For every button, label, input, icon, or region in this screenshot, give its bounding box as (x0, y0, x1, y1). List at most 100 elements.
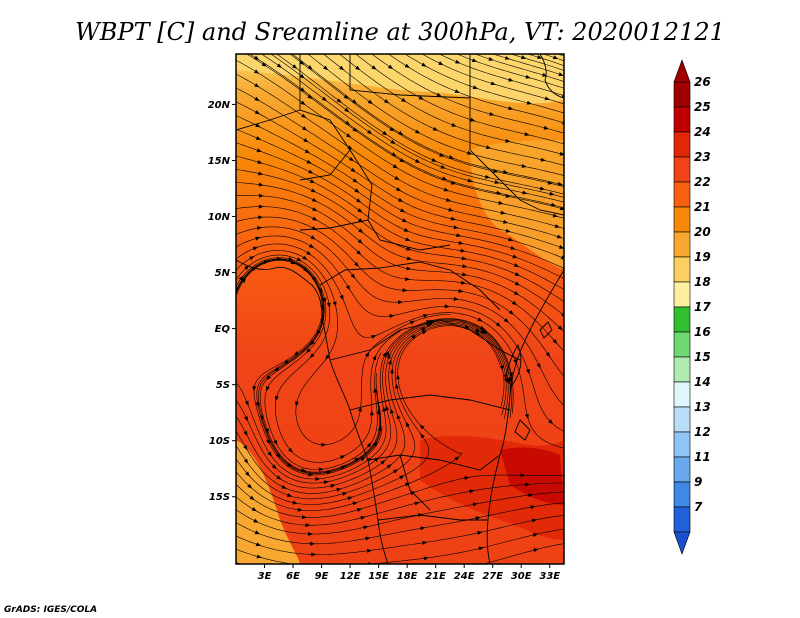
streamline-arrowhead (301, 113, 307, 119)
streamline-arrowhead (464, 324, 470, 329)
streamline-arrowhead (453, 225, 459, 230)
colorbar-label: 11 (694, 450, 711, 464)
streamline-arrowhead (392, 164, 398, 169)
streamline-arrowhead (545, 351, 551, 358)
streamline-arrowhead (339, 455, 346, 460)
streamline (236, 128, 564, 269)
streamline-arrowhead (254, 530, 261, 535)
streamline-arrowhead (496, 190, 502, 195)
streamline-arrowhead (488, 56, 494, 61)
colorbar-label: 26 (694, 75, 711, 89)
lon-tick-label: 24E (454, 571, 475, 582)
streamline-arrowhead (309, 353, 315, 359)
streamline-arrowhead (264, 428, 269, 434)
streamline-arrowhead (524, 413, 529, 420)
streamline-arrowhead (302, 126, 308, 131)
streamline (236, 318, 514, 480)
streamline-arrowhead (311, 276, 317, 283)
streamline-arrowhead (252, 386, 257, 392)
streamline-arrowhead (579, 92, 585, 98)
streamline-arrowhead (508, 237, 514, 242)
streamline-arrowhead (394, 175, 400, 181)
streamline (236, 259, 382, 475)
streamline-arrowhead (364, 351, 370, 358)
streamline (307, 54, 564, 176)
streamline-arrowhead (258, 193, 264, 198)
grads-credit: GrADS: IGES/COLA (4, 605, 97, 615)
streamline (323, 54, 564, 166)
streamline-arrowhead (477, 317, 483, 322)
streamline-arrowhead (307, 94, 313, 99)
streamline (236, 257, 382, 470)
streamline-arrowhead (304, 149, 311, 154)
streamline-arrowhead (471, 58, 478, 62)
streamline-arrowhead (552, 338, 558, 344)
streamline-arrowhead (350, 273, 356, 279)
streamline (236, 320, 511, 489)
streamline-arrowhead (390, 139, 396, 144)
streamline-arrowhead (461, 256, 467, 261)
streamline-arrowhead (406, 246, 412, 251)
streamline-arrowhead (249, 256, 255, 261)
streamline-arrowhead (478, 546, 484, 551)
streamline-arrowhead (292, 500, 298, 505)
streamline-arrowhead (230, 330, 234, 335)
streamline-arrowhead (321, 96, 327, 102)
streamline-arrowhead (307, 65, 313, 70)
streamline (236, 235, 564, 432)
streamline-arrowhead (549, 191, 555, 196)
streamline-arrowhead (351, 99, 358, 104)
streamline-arrowhead (404, 63, 410, 68)
streamline-arrowhead (405, 277, 411, 282)
streamline-arrowhead (405, 421, 410, 428)
streamline-arrowhead (308, 169, 314, 174)
streamline-arrowhead (513, 291, 520, 296)
streamline-arrowhead (525, 368, 530, 375)
streamline-arrowhead (255, 542, 262, 547)
streamline-arrowhead (458, 288, 464, 293)
streamline-arrowhead (421, 327, 427, 332)
streamline-arrowhead (323, 480, 330, 485)
colorbar-label: 7 (694, 500, 703, 514)
colorbar-label: 15 (694, 350, 711, 364)
streamline-arrowhead (550, 202, 557, 207)
streamline-arrowhead (347, 496, 353, 501)
streamline-arrowhead (352, 178, 358, 183)
colorbar-segment (673, 206, 691, 233)
streamline-arrowhead (290, 260, 296, 265)
streamline-arrowhead (380, 460, 386, 465)
streamline-arrowhead (274, 366, 280, 372)
streamline-arrowhead (276, 63, 282, 68)
streamline-arrowhead (258, 215, 264, 220)
streamline-arrowhead (245, 471, 250, 477)
streamline-arrowhead (293, 351, 299, 356)
colorbar-label: 16 (694, 325, 711, 339)
streamline-arrowhead (367, 129, 373, 135)
streamline-arrowhead (276, 256, 282, 261)
streamline-arrowhead (460, 280, 467, 285)
colorbar-label: 9 (694, 475, 702, 489)
streamline-arrowhead (294, 401, 299, 407)
streamline-arrowhead (502, 169, 509, 174)
streamline-arrowhead (377, 408, 382, 415)
streamline-arrowhead (484, 174, 491, 179)
temperature-field-cool-top (236, 54, 564, 104)
lat-tick-label: 5S (216, 380, 230, 391)
streamline-arrowhead (540, 157, 546, 162)
streamline (236, 528, 564, 564)
streamline-arrowhead (411, 334, 417, 340)
streamline-arrowhead (385, 350, 390, 357)
streamline-arrowhead (372, 441, 378, 447)
streamline-arrowhead (283, 359, 290, 364)
streamline-arrowhead (494, 180, 500, 185)
streamline-arrowhead (508, 77, 514, 82)
streamline-arrowhead (255, 236, 261, 241)
streamline-arrowhead (418, 95, 424, 100)
streamline-arrowhead (477, 531, 483, 535)
streamline-arrowhead (350, 167, 356, 173)
streamline (236, 87, 564, 239)
streamline-arrowhead (462, 272, 468, 277)
streamline-arrowhead (332, 301, 337, 307)
streamline-arrowhead (406, 266, 412, 271)
streamline-arrowhead (287, 462, 293, 467)
